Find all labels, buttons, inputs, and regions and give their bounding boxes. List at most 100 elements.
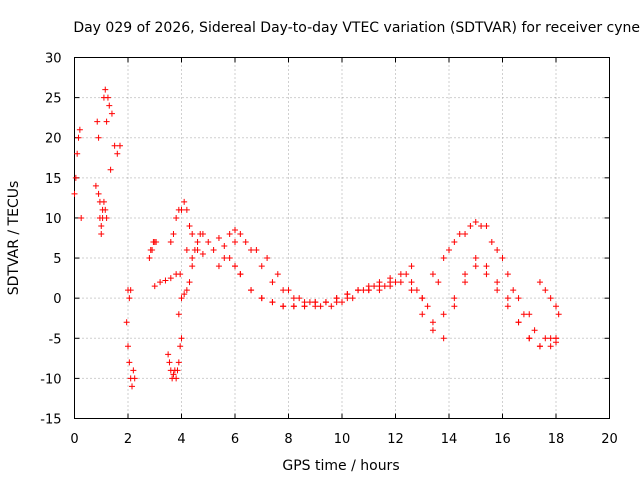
series-seg-2.8	[146, 239, 160, 262]
y-tick-label: 0	[53, 292, 61, 307]
data-point	[419, 295, 426, 302]
data-point	[232, 263, 238, 270]
data-point	[280, 303, 287, 310]
y-tick-label: 20	[45, 132, 62, 147]
data-point	[178, 295, 185, 302]
data-point	[167, 275, 174, 282]
data-point	[177, 271, 184, 278]
x-tick-label: 14	[441, 432, 458, 447]
data-point	[189, 230, 196, 237]
data-point	[290, 303, 297, 310]
data-point	[95, 190, 102, 197]
data-point	[146, 255, 153, 262]
data-point	[462, 271, 469, 278]
data-point	[306, 299, 313, 306]
series-hump-b	[189, 239, 399, 310]
data-point	[111, 142, 118, 149]
data-point	[151, 283, 158, 290]
data-point	[167, 239, 174, 246]
data-point	[408, 287, 415, 294]
data-point	[280, 287, 287, 294]
data-point	[349, 295, 356, 302]
x-tick-label: 12	[387, 432, 404, 447]
data-point	[189, 263, 196, 270]
data-point	[215, 263, 222, 270]
data-point	[328, 303, 335, 310]
data-point	[296, 295, 303, 302]
data-point	[542, 335, 549, 342]
data-point	[531, 327, 538, 334]
y-tick-label: -5	[49, 332, 62, 347]
data-point	[98, 222, 105, 229]
data-point	[371, 283, 378, 290]
data-point	[102, 206, 109, 213]
data-point	[74, 150, 81, 157]
series-climb-4	[175, 230, 206, 318]
data-point	[387, 283, 394, 290]
data-point	[504, 295, 511, 302]
data-point	[258, 295, 265, 302]
data-point	[424, 303, 431, 310]
y-axis-label: SDTVAR / TECUs	[6, 181, 22, 296]
data-point	[129, 383, 136, 390]
data-point	[440, 335, 447, 342]
data-point	[242, 239, 249, 246]
data-point	[408, 263, 415, 270]
data-point	[107, 166, 114, 173]
data-point	[126, 359, 133, 366]
x-tick-label: 8	[284, 432, 292, 447]
data-point	[365, 287, 372, 294]
data-point	[483, 263, 490, 270]
series-early-cluster	[92, 86, 123, 237]
data-point	[408, 279, 415, 286]
data-point	[174, 367, 181, 374]
data-point	[403, 271, 410, 278]
data-point	[189, 255, 196, 262]
data-point	[178, 335, 185, 342]
data-point	[472, 263, 479, 270]
x-tick-label: 18	[548, 432, 565, 447]
data-point	[76, 126, 83, 133]
data-point	[72, 174, 79, 181]
data-point	[248, 247, 255, 254]
data-point	[526, 311, 533, 318]
data-point	[542, 287, 549, 294]
data-point	[100, 198, 107, 205]
data-point	[429, 271, 436, 278]
data-point	[175, 311, 182, 318]
data-point	[451, 295, 458, 302]
data-point	[123, 319, 130, 326]
series-drop-1	[95, 190, 110, 229]
data-point	[456, 230, 463, 237]
data-point	[173, 214, 180, 221]
data-point	[515, 319, 522, 326]
data-point	[183, 206, 190, 213]
data-point	[186, 222, 193, 229]
data-point	[429, 327, 436, 334]
data-point	[232, 226, 238, 233]
data-point	[397, 271, 404, 278]
data-point	[274, 271, 281, 278]
data-point	[94, 118, 101, 125]
x-tick-label: 16	[494, 432, 511, 447]
data-point	[153, 239, 160, 246]
data-point	[440, 311, 447, 318]
data-point	[253, 247, 260, 254]
data-point	[339, 299, 345, 306]
data-point	[114, 150, 121, 157]
data-point	[226, 255, 233, 262]
data-point	[75, 134, 82, 141]
series-wave-e	[403, 222, 559, 342]
data-point	[149, 247, 156, 254]
data-point	[264, 255, 271, 262]
x-axis-label: GPS time / hours	[282, 458, 399, 474]
data-point	[355, 287, 362, 294]
data-points	[71, 86, 562, 390]
data-point	[285, 287, 292, 294]
y-tick-label: 15	[45, 172, 62, 187]
data-point	[269, 279, 276, 286]
data-point	[130, 367, 137, 374]
data-point	[494, 247, 501, 254]
data-point	[494, 287, 501, 294]
